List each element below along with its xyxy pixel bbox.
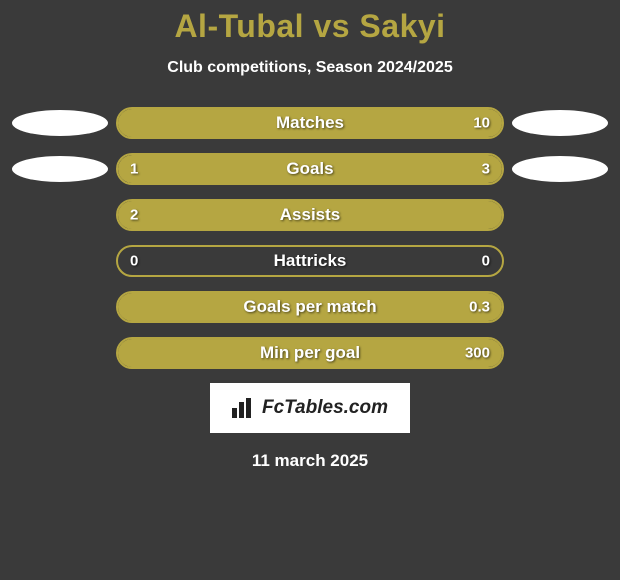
stat-row: 0.3 Goals per match (8, 291, 612, 323)
avatar-left-slot (8, 107, 112, 139)
stat-value-right: 0 (482, 253, 490, 270)
stat-bar: 10 Matches (116, 107, 504, 139)
stat-value-right: 3 (482, 161, 490, 178)
avatar-right-slot (508, 337, 612, 369)
avatar-left-slot (8, 199, 112, 231)
stat-row: 300 Min per goal (8, 337, 612, 369)
avatar-right-slot (508, 245, 612, 277)
avatar-left-slot (8, 153, 112, 185)
stat-bar: 2 Assists (116, 199, 504, 231)
stat-value-right: 10 (473, 115, 490, 132)
stat-row: 0 0 Hattricks (8, 245, 612, 277)
bars-icon (232, 398, 256, 418)
avatar-right-slot (508, 291, 612, 323)
stat-label: Min per goal (260, 343, 360, 363)
stat-row: 10 Matches (8, 107, 612, 139)
player-avatar-left (12, 156, 108, 182)
comparison-widget: Al-Tubal vs Sakyi Club competitions, Sea… (0, 0, 620, 471)
stat-label: Goals (286, 159, 333, 179)
avatar-left-slot (8, 337, 112, 369)
stat-value-right: 0.3 (469, 299, 490, 316)
page-title: Al-Tubal vs Sakyi (0, 8, 620, 45)
stat-label: Assists (280, 205, 340, 225)
bar-fill-left (118, 155, 191, 183)
stat-row: 1 3 Goals (8, 153, 612, 185)
avatar-right-slot (508, 107, 612, 139)
avatar-right-slot (508, 153, 612, 185)
stat-value-left: 2 (130, 207, 138, 224)
stat-bar: 0.3 Goals per match (116, 291, 504, 323)
date-text: 11 march 2025 (0, 451, 620, 471)
bar-fill-right (191, 155, 502, 183)
player-avatar-left (12, 110, 108, 136)
chart-area: 10 Matches 1 3 Goals 2 Assists 0 0 Hattricks 0.3 Go… (0, 107, 620, 369)
stat-value-left: 1 (130, 161, 138, 178)
avatar-left-slot (8, 291, 112, 323)
logo: FcTables.com (232, 397, 388, 419)
logo-box: FcTables.com (210, 383, 410, 433)
stat-value-left: 0 (130, 253, 138, 270)
logo-text: FcTables.com (262, 397, 388, 419)
stat-bar: 300 Min per goal (116, 337, 504, 369)
avatar-right-slot (508, 199, 612, 231)
stat-label: Matches (276, 113, 344, 133)
player-avatar-right (512, 156, 608, 182)
stat-bar: 0 0 Hattricks (116, 245, 504, 277)
stat-value-right: 300 (465, 345, 490, 362)
player-avatar-right (512, 110, 608, 136)
stat-label: Hattricks (274, 251, 347, 271)
avatar-left-slot (8, 245, 112, 277)
stat-row: 2 Assists (8, 199, 612, 231)
subtitle: Club competitions, Season 2024/2025 (0, 59, 620, 77)
stat-bar: 1 3 Goals (116, 153, 504, 185)
stat-label: Goals per match (243, 297, 376, 317)
